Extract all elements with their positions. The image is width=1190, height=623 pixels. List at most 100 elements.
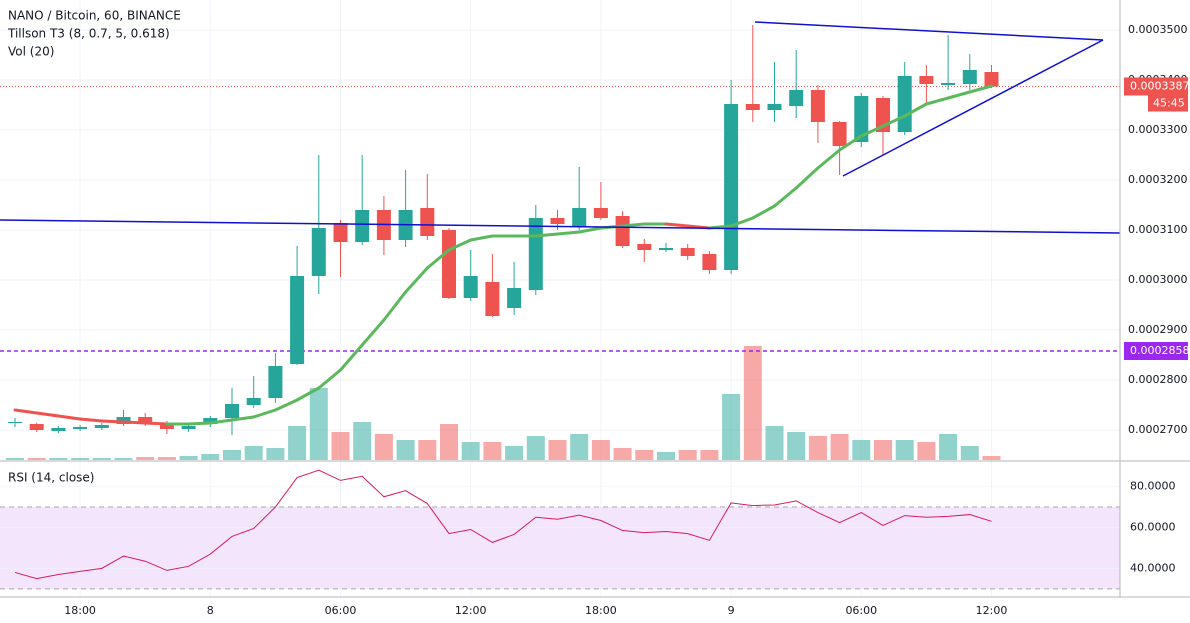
y-tick-label: 60.0000 [1130,520,1176,533]
candle-body [29,424,44,430]
x-tick-label: 18:00 [585,604,617,617]
y-tick-label: 0.0003300 [1128,123,1188,136]
candle-body [420,208,435,236]
candle-body [181,426,196,429]
candle-body [311,228,326,276]
candle-body [941,83,956,85]
countdown-label: 45:45 [1153,97,1185,110]
t3-line [339,343,364,372]
volume-bar [526,436,545,460]
t3-line [859,124,885,138]
t3-line [404,266,429,294]
volume-bar [27,458,46,460]
t3-line [273,398,299,412]
volume-bar [548,440,567,460]
y-tick-label: 0.0003500 [1128,23,1188,36]
t3-line [317,368,342,390]
t3-line [816,148,842,170]
candle-body [637,244,652,250]
t3-line [794,166,820,190]
t3-line [187,421,212,426]
x-tick-label: 12:00 [976,604,1008,617]
t3-line [208,418,234,425]
candle-body [550,218,565,224]
candle-body [854,96,869,142]
countdown-tag [1148,94,1188,112]
alert-tag [1124,342,1188,360]
y-tick-label: 0.0002700 [1128,423,1188,436]
t3-line [122,420,147,425]
candle-body [572,208,587,226]
candle-body [246,398,261,405]
t3-line [968,84,993,94]
indicator-label: Tillson T3 (8, 0.7, 5, 0.618) [7,27,170,41]
volume-bar [874,440,892,460]
t3-line [751,204,776,220]
volume-bar [71,458,90,460]
candle-body [962,70,977,84]
volume-bar [223,450,241,460]
volume-bar [982,456,1001,460]
volume-bar [722,394,741,460]
volume-bar [505,446,524,460]
y-tick-label: 0.0003100 [1128,223,1188,236]
volume-bar [700,450,719,460]
candle-body [159,423,174,429]
t3-line [295,386,321,402]
volume-bar [461,442,480,460]
candle-body [702,254,717,270]
candle-body [724,104,739,270]
volume-bar [613,448,632,460]
alert-label: 0.0002858 [1130,344,1190,357]
trend-line [754,21,1104,41]
y-tick-label: 80.0000 [1130,480,1176,493]
volume-bar [570,434,589,460]
trend-line [842,39,1104,177]
candle-body [919,76,934,84]
t3-line [13,408,39,415]
volume-bar [157,457,176,460]
candle-body [810,90,825,122]
t3-line [924,96,950,106]
y-tick-label: 0.0002900 [1128,323,1188,336]
x-tick-label: 18:00 [64,604,96,617]
volume-bar [960,446,979,460]
candle-body [333,223,348,242]
candle-body [659,248,673,250]
t3-line [946,90,972,100]
candle-body [8,422,22,423]
t3-line [534,232,559,238]
volume-bar [309,388,328,460]
volume-bar [808,436,827,460]
volume-bar [852,440,871,460]
volume-bar [266,448,285,460]
grid [0,0,1120,597]
volume-bar [440,424,458,460]
x-tick-label: 9 [728,604,735,617]
t3-line [838,134,863,152]
chart-title: NANO / Bitcoin, 60, BINANCE [8,9,181,23]
volume-bar [201,454,220,460]
y-tick-label: 40.0000 [1130,561,1176,574]
t3-line [425,248,451,270]
candle-body [615,216,630,246]
volume-bar [288,426,307,460]
volume-bar [136,457,155,460]
t3-line [577,226,603,234]
candle-body [680,248,695,256]
volume-bar [830,434,849,460]
candle-body [507,288,522,308]
t3-line [664,222,690,228]
last-price-label: 0.0003387 [1130,80,1190,93]
volume-bar [396,440,415,460]
t3-line [35,411,60,418]
t3-line [382,290,408,322]
candle-body [767,104,782,110]
volume-bar [657,452,675,460]
t3-line [56,414,82,421]
y-tick-label: 0.0003200 [1128,173,1188,186]
candle-body [442,230,456,298]
volume-bar [635,450,654,460]
t3-line [469,234,494,242]
